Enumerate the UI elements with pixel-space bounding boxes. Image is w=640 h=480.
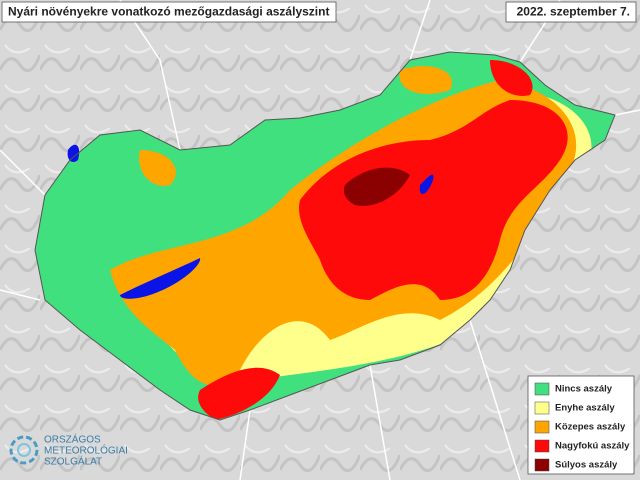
country-outline xyxy=(34,51,616,421)
region-extreme xyxy=(343,167,410,206)
logo-text: ORSZÁGOS xyxy=(44,433,101,446)
legend-swatch xyxy=(534,458,550,472)
logo-icon xyxy=(9,435,39,465)
legend-label: Nagyfokú aszály xyxy=(555,441,630,452)
legend-swatch xyxy=(534,439,550,453)
legend-swatch xyxy=(534,382,550,396)
date-box xyxy=(505,1,637,23)
legend-swatch xyxy=(534,420,550,434)
logo-text: METEOROLÓGIAI xyxy=(44,444,128,457)
map-title: Nyári növényekre vonatkozó mezőgazdasági… xyxy=(8,5,329,19)
logo-text: SZOLGÁLAT xyxy=(44,455,102,468)
logo: ORSZÁGOS METEOROLÓGIAI SZOLGÁLAT xyxy=(9,433,128,468)
map-date: 2022. szeptember 7. xyxy=(517,5,630,19)
title-box xyxy=(1,1,337,23)
region-moderate xyxy=(139,66,452,186)
legend-label: Súlyos aszály xyxy=(555,460,618,471)
legend-label: Enyhe aszály xyxy=(555,403,615,414)
legend-swatch xyxy=(534,401,550,415)
logo-icon xyxy=(17,443,31,457)
legend-label: Nincs aszály xyxy=(555,384,613,395)
region-severe xyxy=(198,60,533,420)
lakes xyxy=(67,144,434,299)
legend: Nincs aszály Enyhe aszály Közepes aszály Na… xyxy=(534,382,630,472)
legend-label: Közepes aszály xyxy=(555,422,626,433)
region-severe xyxy=(299,100,568,300)
